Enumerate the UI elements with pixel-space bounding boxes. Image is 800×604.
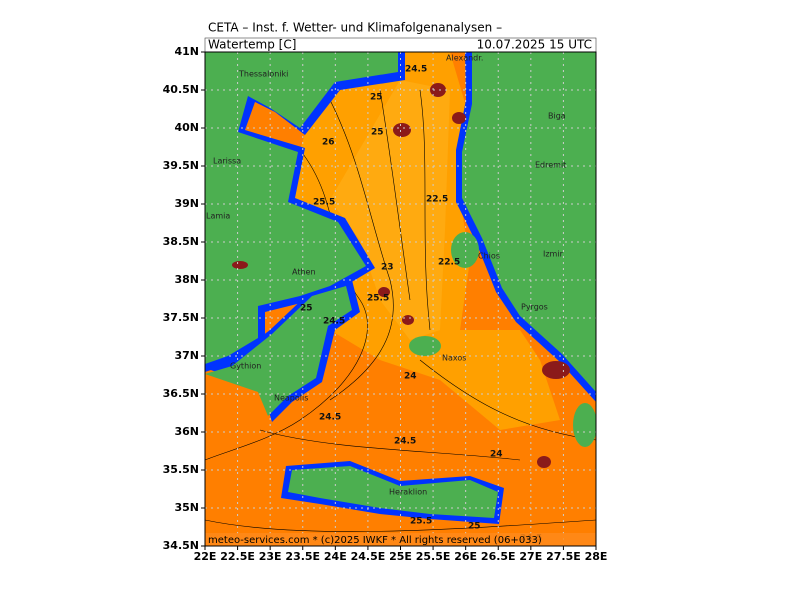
- contour-label: 25: [370, 93, 383, 103]
- y-tick-label: 40.5N: [163, 83, 199, 96]
- contour-label: 25: [371, 128, 384, 138]
- land: [205, 52, 596, 518]
- place-label: Larissa: [213, 157, 241, 166]
- contour-label: 25: [468, 522, 481, 532]
- place-label: Pyrgos: [521, 303, 548, 312]
- place-label: Heraklion: [389, 488, 427, 497]
- x-tick-label: 22E: [194, 550, 217, 563]
- place-label: Alexandr.: [446, 54, 483, 63]
- place-label: Athen: [292, 268, 316, 277]
- contour-label: 24.5: [323, 317, 345, 327]
- y-tick-label: 37N: [174, 349, 199, 362]
- y-tick-label: 39N: [174, 197, 199, 210]
- contour-label: 24.5: [319, 413, 341, 423]
- contour-label: 25.5: [410, 517, 432, 527]
- contour-label: 26: [322, 138, 335, 148]
- contour-label: 24.5: [405, 65, 427, 75]
- x-tick-label: 23.5E: [285, 550, 320, 563]
- place-label: Chios: [478, 252, 500, 261]
- place-label: Naxos: [442, 354, 466, 363]
- contour-label: 22.5: [426, 195, 448, 205]
- place-label: Biga: [548, 112, 566, 121]
- contour-label: 25.5: [313, 198, 335, 208]
- contour-label: 24: [490, 450, 503, 460]
- contour-label: 22.5: [438, 258, 460, 268]
- y-tick-label: 39.5N: [163, 159, 199, 172]
- y-tick-label: 38.5N: [163, 235, 199, 248]
- place-label: Neapolis: [274, 394, 308, 403]
- contour-label: 23: [381, 263, 394, 273]
- x-tick-label: 27.5E: [546, 550, 581, 563]
- x-tick-label: 24E: [324, 550, 347, 563]
- x-tick-label: 25E: [389, 550, 412, 563]
- warm-core: [330, 80, 450, 340]
- place-label: Gythion: [230, 362, 261, 371]
- footer-band: [205, 533, 596, 546]
- place-label: Edremit: [535, 161, 566, 170]
- x-tick-label: 28E: [585, 550, 608, 563]
- x-tick-label: 26.5E: [481, 550, 516, 563]
- title: CETA – Inst. f. Wetter- und Klimafolgena…: [208, 21, 502, 35]
- contour-label: 24.5: [394, 437, 416, 447]
- y-tick-label: 38N: [174, 273, 199, 286]
- contour-label: 25: [300, 304, 313, 314]
- x-tick-label: 23E: [259, 550, 282, 563]
- x-tick-label: 26E: [454, 550, 477, 563]
- y-tick-label: 36.5N: [163, 387, 199, 400]
- place-label: Lamia: [206, 212, 230, 221]
- grid: [205, 52, 596, 546]
- valid-time: 10.07.2025 15 UTC: [477, 38, 592, 52]
- y-tick-label: 36N: [174, 425, 199, 438]
- y-tick-label: 40N: [174, 121, 199, 134]
- x-tick-label: 22.5E: [220, 550, 255, 563]
- x-tick-label: 25.5E: [416, 550, 451, 563]
- x-tick-label: 24.5E: [351, 550, 386, 563]
- map-area: Thessaloniki Alexandr. Biga Larissa Edremit L…: [205, 52, 596, 546]
- field-name: Watertemp [C]: [208, 38, 296, 52]
- contour-label: 25.5: [367, 294, 389, 304]
- y-tick-label: 35N: [174, 501, 199, 514]
- y-tick-label: 34.5N: [163, 539, 199, 552]
- y-tick-label: 41N: [174, 45, 199, 58]
- contour-label: 24: [404, 372, 417, 382]
- footer: meteo-services.com * (c)2025 IWKF * All …: [208, 535, 542, 546]
- x-tick-label: 27E: [519, 550, 542, 563]
- place-label: Izmir: [543, 250, 564, 259]
- place-label: Thessaloniki: [238, 70, 288, 79]
- y-tick-label: 37.5N: [163, 311, 199, 324]
- y-tick-label: 35.5N: [163, 463, 199, 476]
